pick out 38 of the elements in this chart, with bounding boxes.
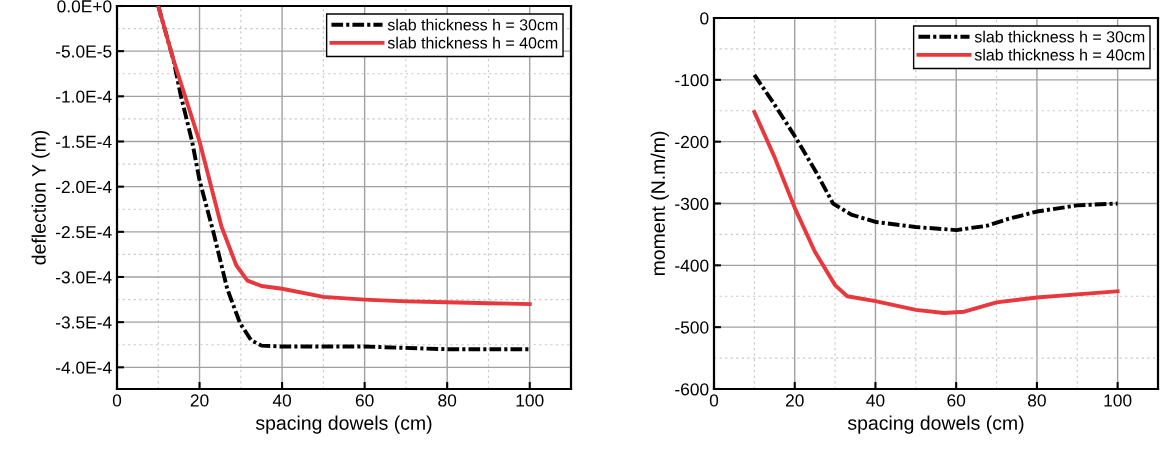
x-axis-title: spacing dowels (cm) [847, 415, 1024, 434]
y-tick-label: -500 [675, 321, 709, 334]
y-tick-label: -1.5E-4 [55, 135, 112, 148]
y-tick-label: -4.0E-4 [55, 361, 112, 374]
line-series [752, 72, 1120, 233]
x-tick-label: 20 [785, 394, 804, 407]
y-tick-label: -300 [675, 197, 709, 210]
x-tick-label: 0 [709, 394, 719, 407]
y-tick-label: -2.5E-4 [55, 225, 112, 239]
x-tick-label: 100 [1104, 394, 1132, 407]
x-tick-label: 80 [1028, 394, 1046, 407]
x-tick-label: 80 [438, 394, 457, 407]
y-tick-label: -5.0E-5 [55, 45, 112, 58]
x-tick-label: 100 [516, 394, 544, 407]
x-tick-label: 60 [947, 394, 966, 407]
y-tick-label: -3.5E-4 [55, 316, 112, 329]
y-tick-label: -400 [675, 259, 709, 272]
x-axis-title: spacing dowels (cm) [255, 415, 432, 434]
legend-label: slab thickness h = 30cm [974, 30, 1145, 43]
line-series [752, 110, 1120, 315]
y-tick-label: 0.0E+0 [57, 0, 112, 13]
legend-label: slab thickness h = 40cm [974, 48, 1145, 61]
x-tick-label: 60 [355, 394, 374, 407]
y-tick-label: -200 [675, 135, 709, 149]
x-tick-label: 40 [866, 394, 885, 407]
legend-label: slab thickness h = 30cm [387, 18, 558, 31]
y-tick-label: -2.0E-4 [55, 180, 112, 194]
y-tick-label: -3.0E-4 [55, 271, 112, 284]
y-tick-label: -600 [675, 383, 709, 396]
y-axis-title: deflection Y (m) [31, 130, 50, 265]
x-tick-label: 40 [272, 394, 292, 407]
x-tick-label: 0 [112, 394, 122, 407]
legend-label: slab thickness h = 40cm [387, 36, 558, 49]
y-tick-label: 0 [700, 12, 709, 25]
y-tick-label: -100 [675, 74, 709, 87]
x-tick-label: 20 [190, 394, 209, 407]
y-tick-label: -1.0E-4 [55, 90, 112, 103]
y-axis-title: moment (N.m/m) [650, 131, 669, 276]
